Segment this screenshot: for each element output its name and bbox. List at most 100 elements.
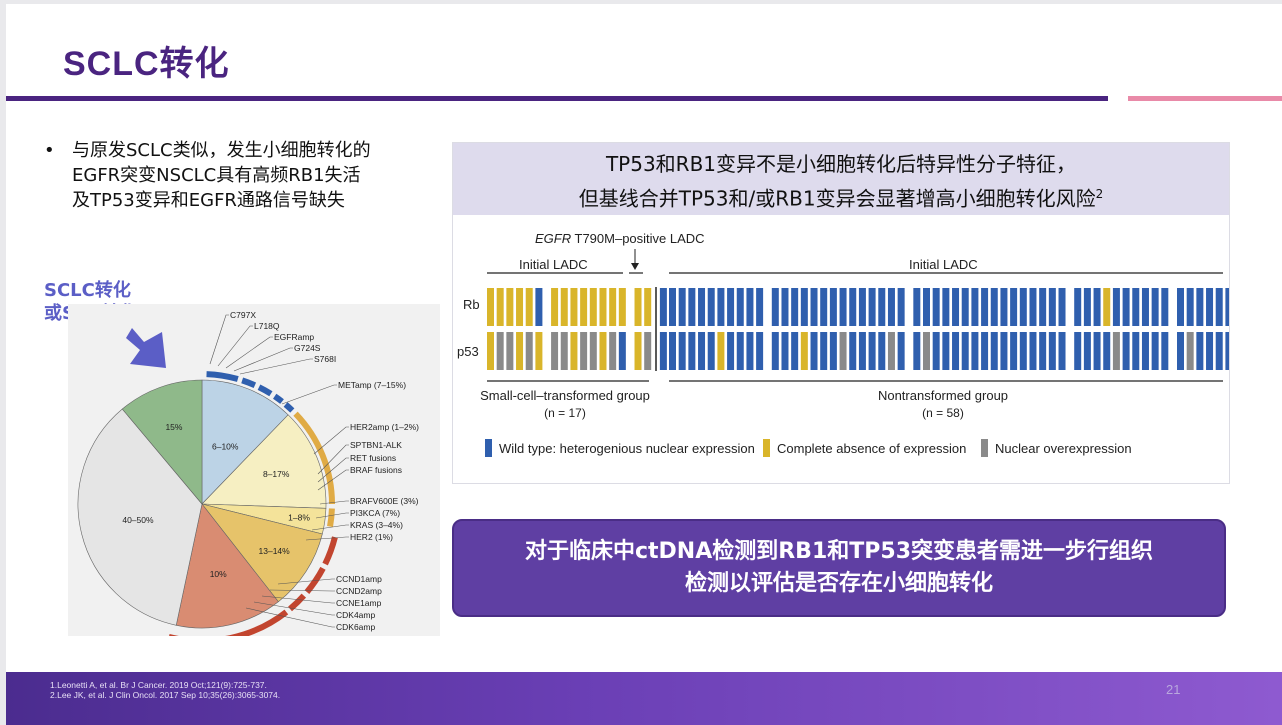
right-rb-cell: [1083, 288, 1091, 326]
right-p53-cell: [800, 332, 808, 370]
pie-arc-braf: [322, 536, 338, 566]
right-p53-cell: [727, 332, 735, 370]
left-rb-cell: [525, 288, 533, 326]
right-rb-cell: [1093, 288, 1101, 326]
right-rb-cell: [1029, 288, 1037, 326]
pie-callout-11: PI3KCA (7%): [350, 508, 400, 518]
left-rb-cell: [570, 288, 578, 326]
right-p53-cell: [669, 332, 676, 370]
pie-arc-kras: [288, 593, 307, 612]
right-rb-cell: [1000, 288, 1008, 326]
right-p53-cell: [887, 332, 895, 370]
right-rb-cell: [849, 288, 857, 326]
right-p53-cell: [736, 332, 744, 370]
pie-callout-16: CCNE1amp: [336, 598, 382, 608]
right-p53-cell: [1215, 332, 1223, 370]
right-rb-cell: [1161, 288, 1169, 326]
right-p53-cell: [678, 332, 686, 370]
pie-callout-4: S768I: [314, 354, 336, 364]
left-rb-cell: [560, 288, 568, 326]
left-rb-cell: [618, 288, 626, 326]
left-rb-cell: [609, 288, 617, 326]
right-p53-cell: [932, 332, 940, 370]
left-p53-cell: [496, 332, 504, 370]
right-p53-cell: [971, 332, 979, 370]
figure-header-line-2-text: 但基线合并TP53和/或RB1变异会显著增高小细胞转化风险: [578, 186, 1096, 211]
left-rb-cell: [634, 288, 642, 326]
left-rb-cell: [551, 288, 559, 326]
legend-swatch-1: [763, 439, 770, 457]
reference-1: 1.Leonetti A, et al. Br J Cancer. 2019 O…: [50, 680, 267, 690]
right-p53-cell: [829, 332, 837, 370]
right-rb-cell: [1103, 288, 1111, 326]
right-p53-cell: [858, 332, 866, 370]
page-number: 21: [1166, 682, 1181, 697]
left-p53-cell: [618, 332, 626, 370]
right-rb-cell: [1196, 288, 1204, 326]
reference-2: 2.Lee JK, et al. J Clin Oncol. 2017 Sep …: [50, 690, 281, 700]
pie-label-cream: 8–17%: [263, 469, 290, 479]
right-p53-cell: [717, 332, 725, 370]
pie-arc-g724s: [273, 393, 284, 404]
left-p53-cell: [525, 332, 533, 370]
bullet-line-2: EGFR突变NSCLC具有高频RB1失活: [72, 165, 361, 186]
right-rb-cell: [1048, 288, 1056, 326]
pie-callout-2: EGFRamp: [274, 332, 314, 342]
right-rb-cell: [1019, 288, 1027, 326]
right-rb-cell: [781, 288, 789, 326]
pie-arc-egframp: [257, 384, 273, 397]
right-p53-cell: [1186, 332, 1194, 370]
right-rb-cell: [1177, 288, 1184, 326]
left-p53-cell: [506, 332, 514, 370]
right-rb-cell: [707, 288, 715, 326]
left-rb-cell: [516, 288, 524, 326]
pie-arc-metamp: [293, 411, 335, 505]
right-rb-cell: [1112, 288, 1120, 326]
resistance-pie-figure: 6–10% 8–17% 1–8% 13–14% 10% 40–50% 15% C797X L7…: [68, 304, 440, 636]
bullet-marker: •: [44, 140, 55, 161]
right-rb-cell: [971, 288, 979, 326]
right-p53-cell: [1058, 332, 1066, 370]
right-rb-cell: [1132, 288, 1140, 326]
right-p53-cell: [1151, 332, 1159, 370]
right-p53-cell: [746, 332, 754, 370]
references: 1.Leonetti A, et al. Br J Cancer. 2019 O…: [50, 680, 280, 700]
right-rb-cell: [923, 288, 930, 326]
right-p53-cell: [981, 332, 989, 370]
left-rb-cell: [506, 288, 514, 326]
right-p53-cell: [942, 332, 950, 370]
pie-label-salmon: 10%: [210, 569, 227, 579]
conclusion-callout: 对于临床中ctDNA检测到RB1和TP53突变患者需进一步行组织 检测以评估是否…: [452, 519, 1226, 617]
right-rb-cell: [1225, 288, 1233, 326]
right-p53-cell: [897, 332, 905, 370]
right-rb-cell: [727, 288, 735, 326]
right-rb-cell: [1215, 288, 1223, 326]
left-p53-cell: [551, 332, 559, 370]
pie-arc-cell-cycle: [169, 609, 289, 636]
right-p53-cell: [781, 332, 789, 370]
right-p53-cell: [990, 332, 998, 370]
bullet-line-1: 与原发SCLC类似，发生小细胞转化的: [72, 140, 371, 161]
pie-chart: 6–10% 8–17% 1–8% 13–14% 10% 40–50% 15% C797XL7…: [77, 310, 419, 636]
right-p53-cell: [810, 332, 818, 370]
egfr-label-italic: EGFR: [535, 231, 571, 246]
right-rb-cell: [791, 288, 799, 326]
right-rb-cell: [1141, 288, 1149, 326]
right-rb-cell: [839, 288, 847, 326]
pie-callout-12: KRAS (3–4%): [350, 520, 403, 530]
right-rb-cell: [932, 288, 940, 326]
right-rb-cell: [800, 288, 808, 326]
group-right-label: Nontransformed group: [878, 388, 1008, 403]
right-p53-cell: [688, 332, 696, 370]
right-rb-cell: [669, 288, 676, 326]
pie-callout-10: BRAFV600E (3%): [350, 496, 419, 506]
right-rb-cell: [678, 288, 686, 326]
left-p53-cell: [644, 332, 652, 370]
right-rb-cell: [878, 288, 886, 326]
right-rb-cell: [1206, 288, 1214, 326]
pie-callout-0: C797X: [230, 310, 256, 320]
right-p53-cell: [1000, 332, 1008, 370]
right-rb-cell: [942, 288, 950, 326]
right-p53-cell: [1019, 332, 1027, 370]
group-left-label: Small-cell–transformed group: [480, 388, 650, 403]
